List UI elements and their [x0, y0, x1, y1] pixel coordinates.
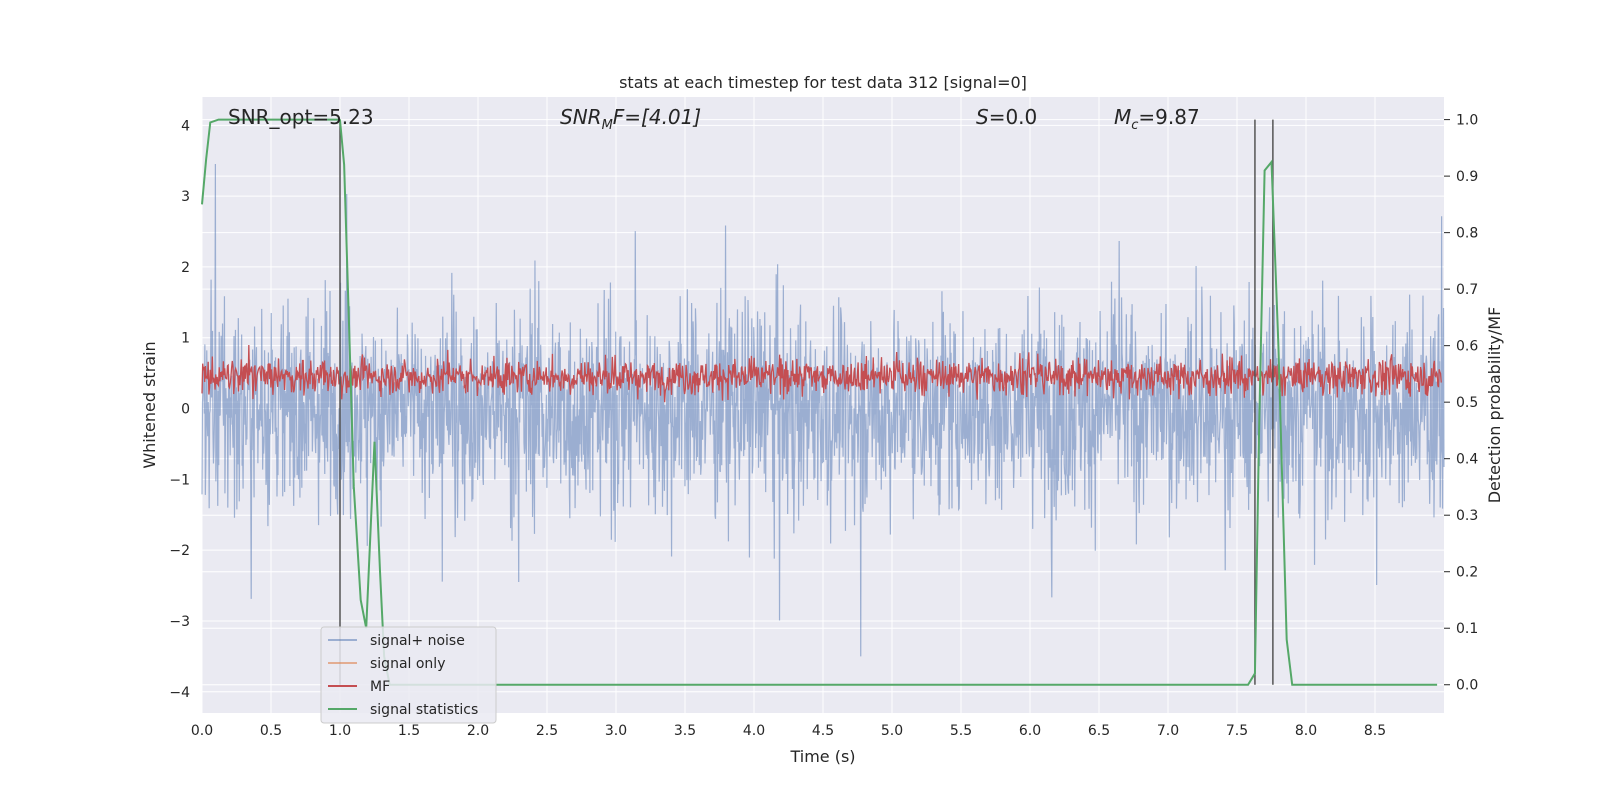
annotation-snr-mf-pre: SNR: [560, 105, 602, 129]
y-tick-label: 3: [181, 189, 190, 205]
line-mf: [201, 344, 1442, 403]
y-tick-label: −3: [169, 614, 190, 630]
y-tick-label: 0: [181, 402, 190, 418]
series-signal-noise: [201, 163, 1445, 657]
y-tick-label: −1: [169, 472, 190, 488]
y-right-tick-label: 0.4: [1456, 452, 1478, 468]
legend-box: [320, 626, 497, 724]
x-tick-label: 3.5: [674, 723, 696, 739]
annotation-mc-val: =9.87: [1138, 105, 1199, 129]
annotation-s-var: S: [976, 105, 989, 129]
y-tick-label: 2: [181, 260, 190, 276]
x-tick-label: 4.5: [812, 723, 834, 739]
annotation-snr-mf: SNRMF=[4.01]: [560, 105, 701, 133]
y-right-tick-label: 0.6: [1456, 339, 1478, 355]
y-right-tick-label: 0.5: [1456, 395, 1478, 411]
y-axis-label: Whitened strain: [140, 341, 159, 468]
annotation-snr-mf-sub: M: [602, 118, 613, 133]
y-right-tick-label: 0.2: [1456, 565, 1478, 581]
y-right-tick-label: 0.9: [1456, 169, 1478, 185]
x-tick-label: 7.0: [1157, 723, 1179, 739]
y-right-tick-label: 0.0: [1456, 678, 1478, 694]
x-tick-label: 8.0: [1295, 723, 1317, 739]
annotation-mc: Mc=9.87: [1114, 105, 1200, 133]
y-right-tick-label: 1.0: [1456, 113, 1478, 129]
x-tick-label: 0.0: [191, 723, 213, 739]
x-tick-label: 1.0: [329, 723, 351, 739]
x-tick-label: 2.0: [467, 723, 489, 739]
y-tick-label: 4: [181, 118, 190, 134]
x-tick-label: 1.5: [398, 723, 420, 739]
y-right-tick-label: 0.7: [1456, 282, 1478, 298]
x-tick-label: 4.0: [743, 723, 765, 739]
legend-label-signal-noise: signal+ noise: [370, 633, 465, 649]
y-right-tick-label: 0.3: [1456, 508, 1478, 524]
tick-labels: 0.0 0.5 1.0 1.5 2.0 2.5 3.0 3.5 4.0 4.5 5.0 5.5 6.0 6…: [169, 113, 1478, 739]
x-tick-label: 6.5: [1088, 723, 1110, 739]
legend-label-mf: MF: [370, 679, 390, 695]
x-tick-label: 6.0: [1019, 723, 1041, 739]
y-right-tick-label: 0.8: [1456, 226, 1478, 242]
annotation-s-val: =0.0: [989, 105, 1038, 129]
y-tick-label: −2: [169, 543, 190, 559]
legend: signal+ noise signal only MF signal stat…: [320, 626, 497, 724]
x-tick-label: 8.5: [1364, 723, 1386, 739]
y-tick-label: 1: [181, 331, 190, 347]
annotation-mc-var: M: [1114, 105, 1131, 129]
y-tick-label: −4: [169, 685, 190, 701]
x-tick-label: 7.5: [1226, 723, 1248, 739]
x-axis-label: Time (s): [789, 747, 855, 766]
annotation-s: S=0.0: [976, 105, 1037, 129]
annotation-snr-opt: SNR_opt=5.23: [228, 105, 374, 129]
x-tick-label: 5.5: [950, 723, 972, 739]
x-tick-label: 2.5: [536, 723, 558, 739]
legend-label-signal-statistics: signal statistics: [370, 702, 478, 718]
x-tick-label: 3.0: [605, 723, 627, 739]
annotation-mc-sub: c: [1131, 118, 1138, 133]
y-axis-label-right: Detection probability/MF: [1485, 307, 1504, 504]
x-tick-label: 0.5: [260, 723, 282, 739]
y-right-tick-label: 0.1: [1456, 621, 1478, 637]
series-mf: [201, 344, 1442, 403]
annotation-snr-mf-post: F=[4.01]: [613, 105, 701, 129]
chart-title: stats at each timestep for test data 312…: [619, 73, 1027, 92]
x-tick-label: 5.0: [881, 723, 903, 739]
legend-label-signal-only: signal only: [370, 656, 445, 672]
line-signal-noise: [201, 163, 1445, 657]
